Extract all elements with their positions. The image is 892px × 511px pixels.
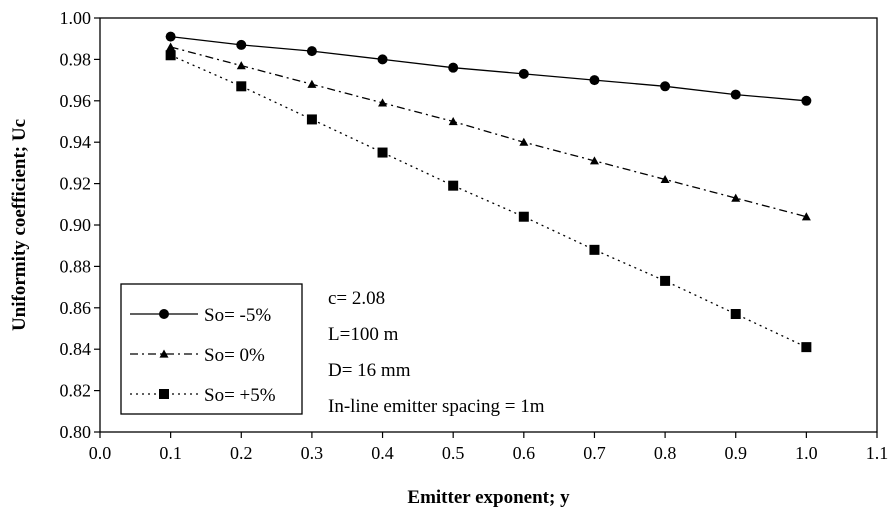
data-point: [801, 342, 812, 353]
data-point: [660, 174, 670, 184]
data-point: [730, 309, 741, 320]
y-tick-label: 0.80: [60, 422, 92, 442]
data-point: [518, 68, 529, 79]
data-point: [519, 137, 529, 146]
data-point: [589, 244, 600, 255]
data-point: [589, 156, 599, 165]
data-point: [236, 81, 247, 92]
data-point: [731, 193, 741, 202]
x-tick-label: 1.0: [795, 443, 818, 463]
data-point: [660, 81, 671, 92]
data-point: [589, 75, 600, 86]
x-tick-label: 0.4: [371, 443, 394, 463]
data-point: [306, 114, 317, 125]
data-point: [307, 79, 317, 88]
y-axis-title: Uniformity coefficient; Uc: [9, 119, 30, 331]
annotation-spacing: In-line emitter spacing = 1m: [328, 396, 545, 417]
series-triangle: [166, 42, 811, 221]
data-point: [448, 62, 459, 73]
y-tick-label: 0.94: [60, 132, 92, 152]
y-tick-label: 0.92: [60, 174, 92, 194]
legend-marker: [159, 349, 169, 358]
x-tick-label: 0.5: [442, 443, 465, 463]
series-layer: [165, 31, 812, 353]
chart-annotations: c= 2.08 L=100 m D= 16 mm In-line emitter…: [328, 288, 545, 417]
data-point: [165, 50, 176, 61]
data-point: [518, 211, 529, 222]
y-tick-label: 0.86: [60, 298, 92, 318]
series-line: [170, 54, 807, 348]
data-point: [166, 42, 176, 51]
legend-label: So= -5%: [204, 305, 271, 326]
legend-box: [120, 283, 303, 415]
data-point: [801, 95, 812, 106]
series-line: [170, 46, 807, 218]
data-point: [448, 117, 458, 126]
y-tick-label: 0.96: [60, 91, 92, 111]
y-tick-label: 0.82: [60, 381, 92, 401]
annotation-diameter: D= 16 mm: [328, 360, 411, 381]
annotation-length: L=100 m: [328, 324, 399, 345]
legend-marker: [159, 389, 169, 399]
x-axis-ticks: 0.0 0.1 0.2 0.3 0.4 0.5 0.6 0.7 0.8 0.9 1.0 1.1: [89, 432, 889, 463]
x-tick-label: 0.2: [230, 443, 253, 463]
data-point: [377, 54, 388, 65]
data-point: [377, 147, 388, 158]
data-point: [236, 61, 246, 70]
x-tick-label: 0.3: [301, 443, 324, 463]
x-tick-label: 0.7: [583, 443, 606, 463]
y-tick-label: 0.90: [60, 215, 92, 235]
legend-label: So= 0%: [204, 345, 265, 366]
x-tick-label: 1.1: [866, 443, 889, 463]
legend: So= -5% So= 0% So= +5%: [120, 283, 303, 415]
data-point: [660, 275, 671, 286]
data-point: [801, 212, 811, 221]
data-point: [378, 98, 388, 107]
data-point: [306, 46, 317, 57]
x-tick-label: 0.9: [724, 443, 747, 463]
y-tick-label: 0.84: [60, 339, 92, 359]
x-axis-title: Emitter exponent; y: [407, 487, 570, 508]
y-axis-ticks: 0.80 0.82 0.84 0.86 0.88 0.90 0.92 0.94 0.96 0.98…: [60, 8, 100, 442]
y-tick-label: 0.98: [60, 49, 92, 69]
data-point: [165, 31, 176, 42]
y-tick-label: 0.88: [60, 256, 92, 276]
data-point: [448, 180, 459, 191]
x-tick-label: 0.8: [654, 443, 677, 463]
data-point: [236, 39, 247, 50]
x-tick-label: 0.0: [89, 443, 112, 463]
data-point: [730, 89, 741, 100]
series-square: [165, 50, 812, 353]
x-tick-label: 0.6: [513, 443, 536, 463]
legend-marker: [159, 309, 169, 319]
series-circle: [165, 31, 812, 106]
series-line: [170, 35, 807, 102]
legend-label: So= +5%: [204, 385, 276, 406]
x-tick-label: 0.1: [159, 443, 182, 463]
annotation-c: c= 2.08: [328, 288, 385, 309]
y-tick-label: 1.00: [60, 8, 92, 28]
